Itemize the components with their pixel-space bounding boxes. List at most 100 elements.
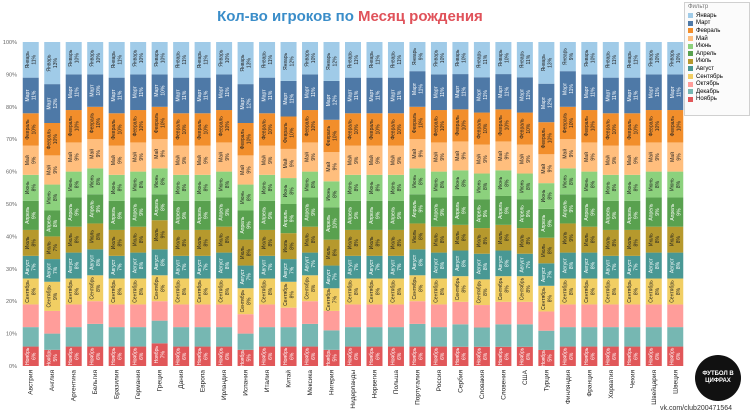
legend-label: Март (696, 20, 711, 27)
segment-label: Август (326, 269, 332, 285)
legend-panel[interactable]: Фильтр Январь Март Февраль Май Июнь Апрель Июл… (684, 2, 750, 116)
segment-label: Январь (369, 51, 375, 69)
legend-item[interactable]: Июнь (685, 42, 749, 50)
segment-value-label: 11% (418, 84, 424, 94)
bar-segment (237, 123, 254, 156)
segment-value-label: 8% (139, 180, 145, 188)
x-tick-label: Греция (157, 370, 164, 392)
segment-label: Ноябрь (326, 349, 332, 367)
segment-value-label: 8% (590, 287, 596, 295)
bar-segment (302, 171, 319, 198)
bar-segment (581, 226, 598, 253)
bar-segment (430, 74, 447, 111)
segment-label: Июнь (111, 181, 117, 194)
bar-segment (108, 327, 125, 347)
segment-value-label: 8% (96, 258, 102, 266)
segment-label: Ноябрь (584, 347, 590, 365)
segment-label: Февраль (369, 119, 375, 140)
segment-label: Май (261, 155, 268, 165)
x-tick-label: Нидерланды (350, 370, 357, 409)
bar-segment (624, 113, 641, 146)
segment-label: Июль (133, 233, 139, 246)
bar-segment (173, 77, 190, 114)
segment-label: Июль (562, 231, 568, 244)
legend-item[interactable]: Октябрь (685, 80, 749, 88)
segment-label: Июль (305, 233, 311, 246)
segment-value-label: 8% (75, 235, 81, 243)
segment-label: Ноябрь (348, 347, 354, 365)
segment-label: Июль (219, 233, 225, 246)
bar-segment (645, 327, 662, 347)
segment-value-label: 6% (655, 352, 661, 360)
legend-item[interactable]: Январь (685, 12, 749, 20)
legend-item[interactable]: Июль (685, 58, 749, 66)
segment-value-label: 10% (655, 121, 661, 132)
legend-label: Декабрь (696, 88, 720, 95)
legend-item[interactable]: Март (685, 20, 749, 28)
bar-segment (667, 226, 684, 253)
segment-label: Февраль (305, 116, 311, 137)
segment-label: Июль (390, 236, 396, 249)
segment-value-label: 9% (504, 206, 510, 214)
bar-segment (538, 263, 555, 286)
segment-value-label: 11% (118, 90, 124, 100)
segment-value-label: 11% (268, 54, 274, 64)
bar-segment (473, 112, 490, 145)
bar-segment (516, 228, 533, 254)
segment-label: Апрель (68, 203, 74, 220)
bar-segment (366, 346, 383, 366)
segment-value-label: 8% (375, 239, 381, 247)
bar-segment (409, 139, 426, 169)
legend-swatch (688, 36, 693, 42)
segment-label: Сентябрь (390, 280, 396, 303)
segment-label: Июнь (455, 176, 461, 189)
segment-value-label: 5% (547, 354, 553, 362)
segment-value-label: 8% (139, 235, 145, 243)
segment-value-label: 11% (483, 90, 489, 100)
segment-label: Апрель (305, 203, 311, 220)
x-tick-label: Испания (243, 370, 250, 396)
bar-segment (495, 301, 512, 325)
segment-value-label: 6% (268, 352, 274, 360)
segment-value-label: 9% (53, 166, 59, 174)
segment-label: Март (648, 86, 654, 99)
y-tick-label: 40% (6, 234, 17, 240)
bar-segment (108, 278, 125, 305)
bar-segment (387, 42, 404, 78)
segment-label: Апрель (262, 206, 268, 223)
bar-segment (624, 42, 641, 78)
legend-item[interactable]: Декабрь (685, 88, 749, 96)
bar-segment (516, 144, 533, 174)
segment-value-label: 8% (676, 235, 682, 243)
bar-segment (366, 77, 383, 114)
legend-label: Август (696, 65, 715, 72)
legend-item[interactable]: Май (685, 35, 749, 43)
segment-value-label: 9% (612, 156, 618, 164)
segment-label: Июнь (541, 189, 547, 202)
segment-label: Март (25, 89, 31, 102)
legend-item[interactable]: Август (685, 65, 749, 73)
bar-segment (667, 42, 684, 75)
bar-segment (559, 106, 576, 140)
segment-value-label: 13% (547, 57, 553, 68)
bar-segment (624, 346, 641, 366)
bar-segment (345, 346, 361, 366)
legend-item[interactable]: Апрель (685, 50, 749, 58)
segment-value-label: 10% (590, 53, 596, 64)
bar-segment (430, 327, 447, 347)
legend-swatch (688, 66, 693, 72)
segment-value-label: 8% (440, 287, 446, 295)
legend-item[interactable]: Февраль (685, 27, 749, 35)
segment-label: Сентябрь (605, 280, 611, 303)
segment-value-label: 8% (32, 239, 38, 247)
bar-segment (108, 346, 125, 366)
segment-label: Март (197, 89, 203, 102)
segment-value-label: 8% (333, 248, 339, 256)
legend-item[interactable]: Ноябрь (685, 96, 749, 104)
bar-segment (130, 42, 147, 75)
bar-segment (65, 304, 82, 328)
legend-item[interactable]: Сентябрь (685, 73, 749, 81)
bar-segment (559, 327, 576, 347)
x-tick-label: Польша (393, 370, 400, 395)
bar-segment (151, 249, 168, 276)
